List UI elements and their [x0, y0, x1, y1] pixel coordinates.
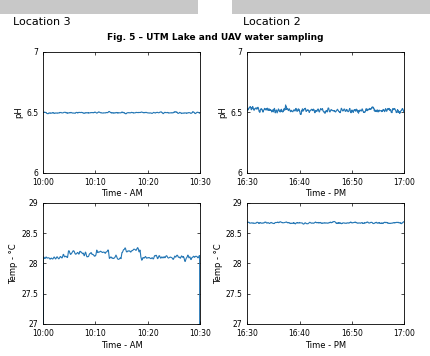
- Y-axis label: pH: pH: [14, 106, 23, 118]
- Y-axis label: pH: pH: [218, 106, 227, 118]
- X-axis label: Time - PM: Time - PM: [305, 341, 346, 350]
- Y-axis label: Temp - °C: Temp - °C: [214, 243, 223, 284]
- Text: Location 3: Location 3: [13, 17, 71, 27]
- X-axis label: Time - AM: Time - AM: [101, 189, 142, 198]
- Y-axis label: Temp - °C: Temp - °C: [9, 243, 18, 284]
- X-axis label: Time - PM: Time - PM: [305, 189, 346, 198]
- Text: Location 2: Location 2: [243, 17, 301, 27]
- Text: Fig. 5 – UTM Lake and UAV water sampling: Fig. 5 – UTM Lake and UAV water sampling: [107, 33, 323, 42]
- X-axis label: Time - AM: Time - AM: [101, 341, 142, 350]
